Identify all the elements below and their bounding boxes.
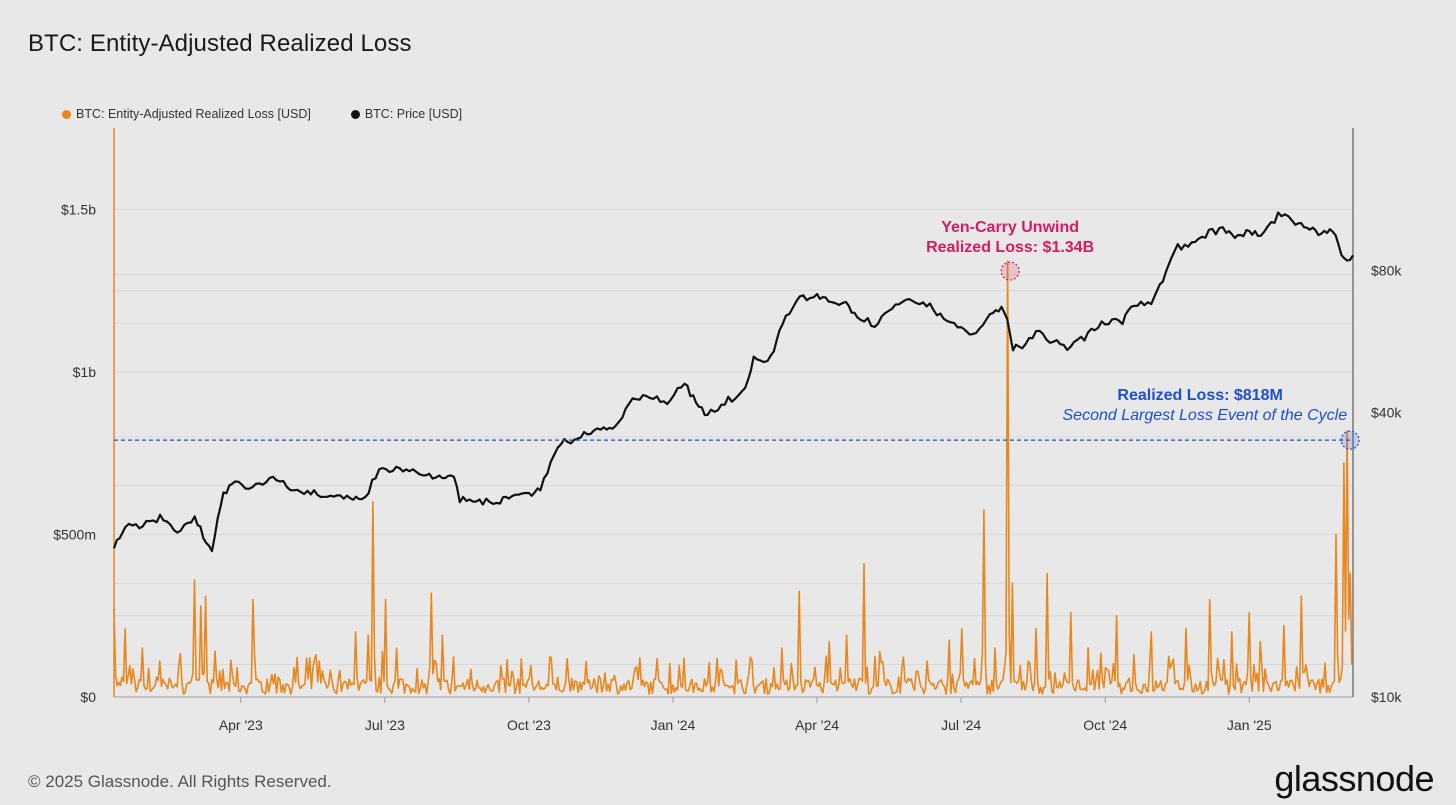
y-right-tick-label: $10k [1371,689,1402,705]
x-tick-label: Jul '24 [941,717,981,733]
y-left-tick-label: $0 [80,689,96,705]
realized-loss-line [113,260,1353,695]
copyright-text: © 2025 Glassnode. All Rights Reserved. [28,772,332,791]
y-right-tick-label: $80k [1371,262,1402,278]
legend-label-price: BTC: Price [USD] [364,107,463,121]
x-tick-label: Jan '25 [1227,717,1272,733]
yen-carry-value: Realized Loss: $1.34B [926,239,1094,256]
legend-item-realized-loss[interactable]: BTC: Entity-Adjusted Realized Loss [USD] [62,107,311,121]
y-left-tick-label: $1.5b [61,201,96,217]
x-tick-label: Apr '24 [795,717,839,733]
y-left-tick-label: $1b [73,364,97,380]
x-tick-label: Apr '23 [219,717,263,733]
x-tick-label: Oct '23 [507,717,551,733]
legend-item-price[interactable]: BTC: Price [USD] [350,107,463,121]
btc-price-line [112,211,1354,553]
yen-carry-marker [1000,261,1020,281]
glassnode-logo: glassnode [1274,758,1434,799]
second-largest-value: Realized Loss: $818M [1117,387,1282,404]
y-right-tick-label: $40k [1371,405,1402,421]
second-largest-marker [1340,430,1360,450]
legend-label-realized-loss: BTC: Entity-Adjusted Realized Loss [USD] [76,107,311,121]
legend-dot-black-icon [350,109,360,119]
yen-carry-title: Yen-Carry Unwind [941,219,1079,236]
legend-dot-orange-icon [62,109,71,119]
second-largest-caption: Second Largest Loss Event of the Cycle [1063,407,1348,424]
y-left-tick-label: $500m [53,526,96,542]
chart-title: BTC: Entity-Adjusted Realized Loss [28,30,412,57]
x-tick-label: Oct '24 [1083,717,1127,733]
x-tick-label: Jan '24 [651,717,696,733]
x-tick-label: Jul '23 [365,717,405,733]
legend: BTC: Entity-Adjusted Realized Loss [USD]… [62,107,462,121]
